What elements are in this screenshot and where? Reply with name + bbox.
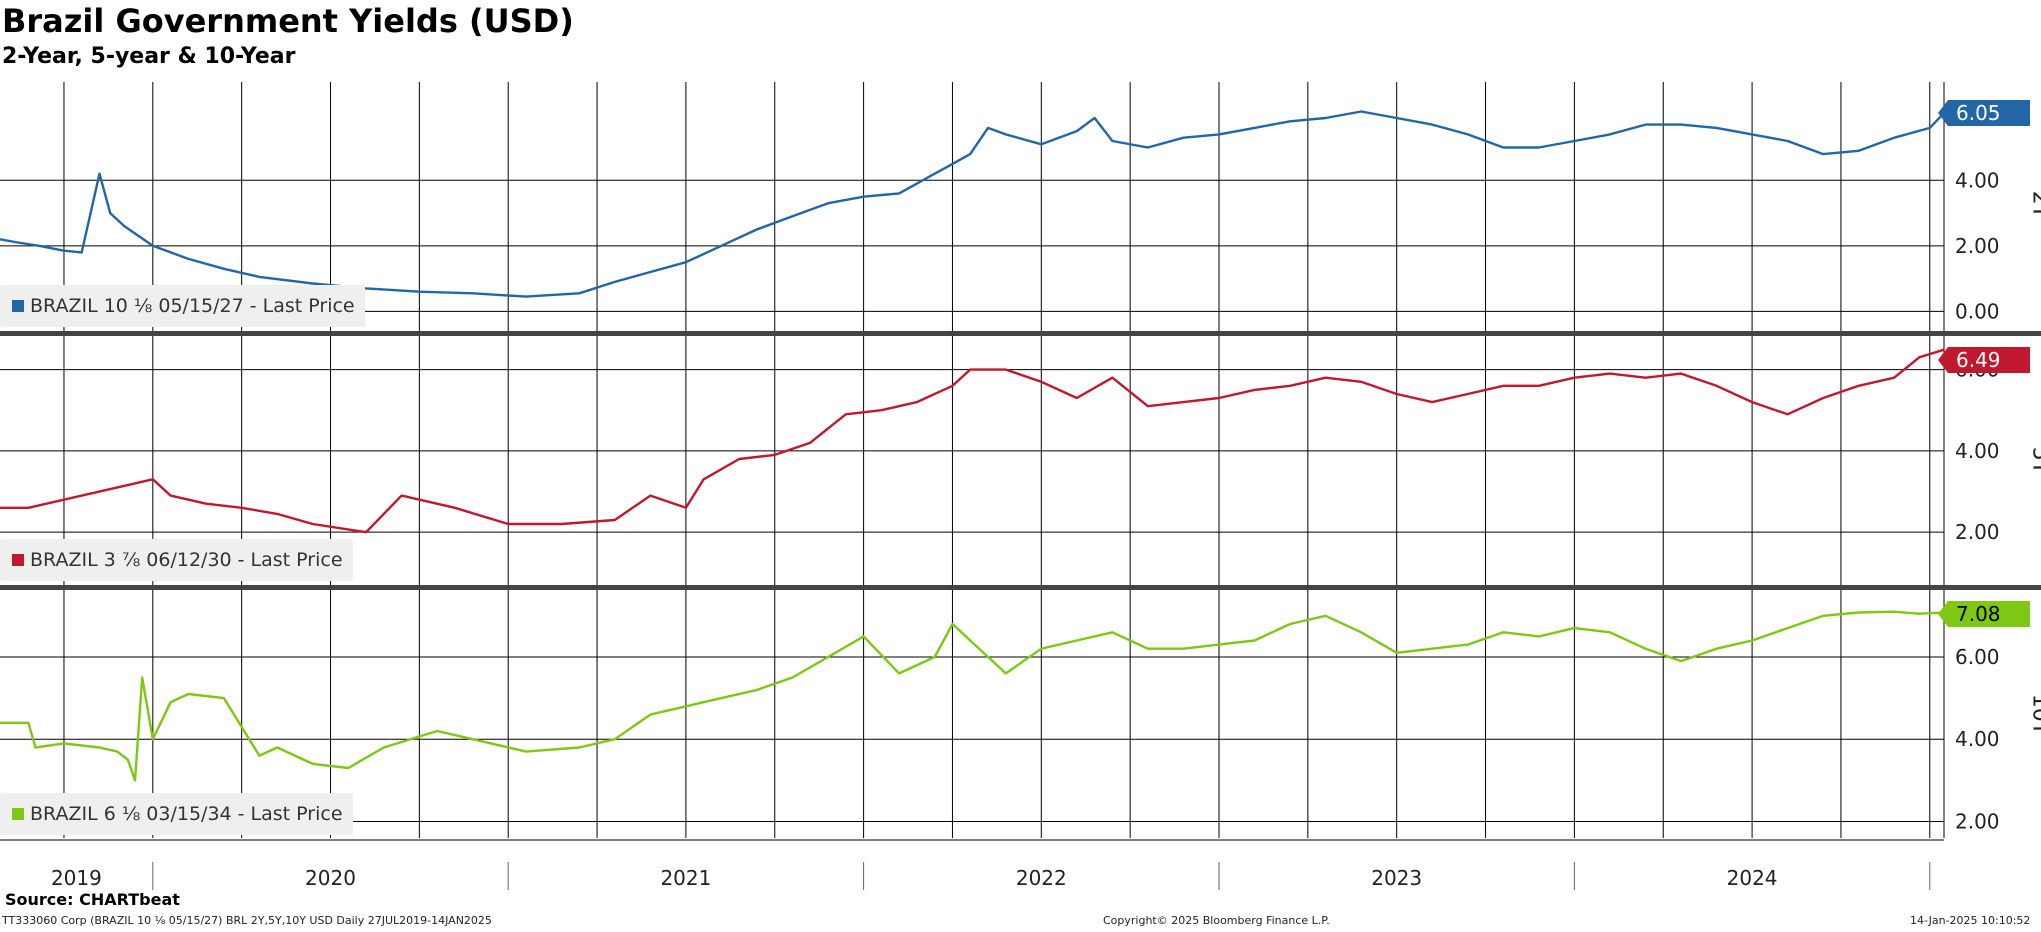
y-tick-label-2Y-0: 0.00 [1955,299,2000,323]
legend-5y: BRAZIL 3 ⅞ 06/12/30 - Last Price [0,539,353,581]
legend-swatch-5y [12,554,24,566]
legend-label-5y: BRAZIL 3 ⅞ 06/12/30 - Last Price [30,549,343,571]
y-tick-label-10Y-2: 6.00 [1955,645,2000,669]
series-line-5Y [0,348,1945,534]
panel-divider-1 [0,331,2041,336]
y-tick-label-10Y-0: 2.00 [1955,810,2000,834]
footer-copyright: Copyright© 2025 Bloomberg Finance L.P. [1103,914,1330,927]
y-axis-label-10y: 10Y [2027,693,2041,736]
y-tick-label-10Y-1: 4.00 [1955,727,2000,751]
legend-swatch-2y [12,300,24,312]
last-value-tag-5y: 6.49 [1938,347,2030,373]
x-tick-label-5: 2024 [1727,866,1778,890]
x-tick-label-1: 2020 [305,866,356,890]
y-tick-label-2Y-2: 4.00 [1955,168,2000,192]
chart-title: Brazil Government Yields (USD) [2,2,574,40]
y-tick-label-5Y-1: 4.00 [1955,439,2000,463]
legend-swatch-10y [12,808,24,820]
source-note: Source: CHARTbeat [5,890,180,909]
series-line-2Y [0,110,1945,298]
footer-left: TT333060 Corp (BRAZIL 10 ⅛ 05/15/27) BRL… [2,914,492,927]
legend-10y: BRAZIL 6 ⅛ 03/15/34 - Last Price [0,793,353,835]
panel-divider-2 [0,585,2041,590]
series-line-10Y [0,610,1945,782]
y-axis-label-2y: 2Y [2027,190,2041,219]
y-tick-label-5Y-0: 2.00 [1955,520,2000,544]
footer-timestamp: 14-Jan-2025 10:10:52 [1910,914,2031,927]
last-value-tag-2y: 6.05 [1938,100,2030,126]
x-tick-label-2: 2021 [660,866,711,890]
legend-2y: BRAZIL 10 ⅛ 05/15/27 - Last Price [0,285,365,327]
x-tick-label-0: 2019 [51,866,102,890]
y-axis-label-5y: 5Y [2027,446,2041,475]
last-value-tag-10y: 7.08 [1938,601,2030,627]
x-tick-label-4: 2023 [1371,866,1422,890]
legend-label-2y: BRAZIL 10 ⅛ 05/15/27 - Last Price [30,295,355,317]
x-tick-label-3: 2022 [1016,866,1067,890]
legend-label-10y: BRAZIL 6 ⅛ 03/15/34 - Last Price [30,803,343,825]
y-tick-label-2Y-1: 2.00 [1955,234,2000,258]
chart-subtitle: 2-Year, 5-year & 10-Year [2,44,296,69]
